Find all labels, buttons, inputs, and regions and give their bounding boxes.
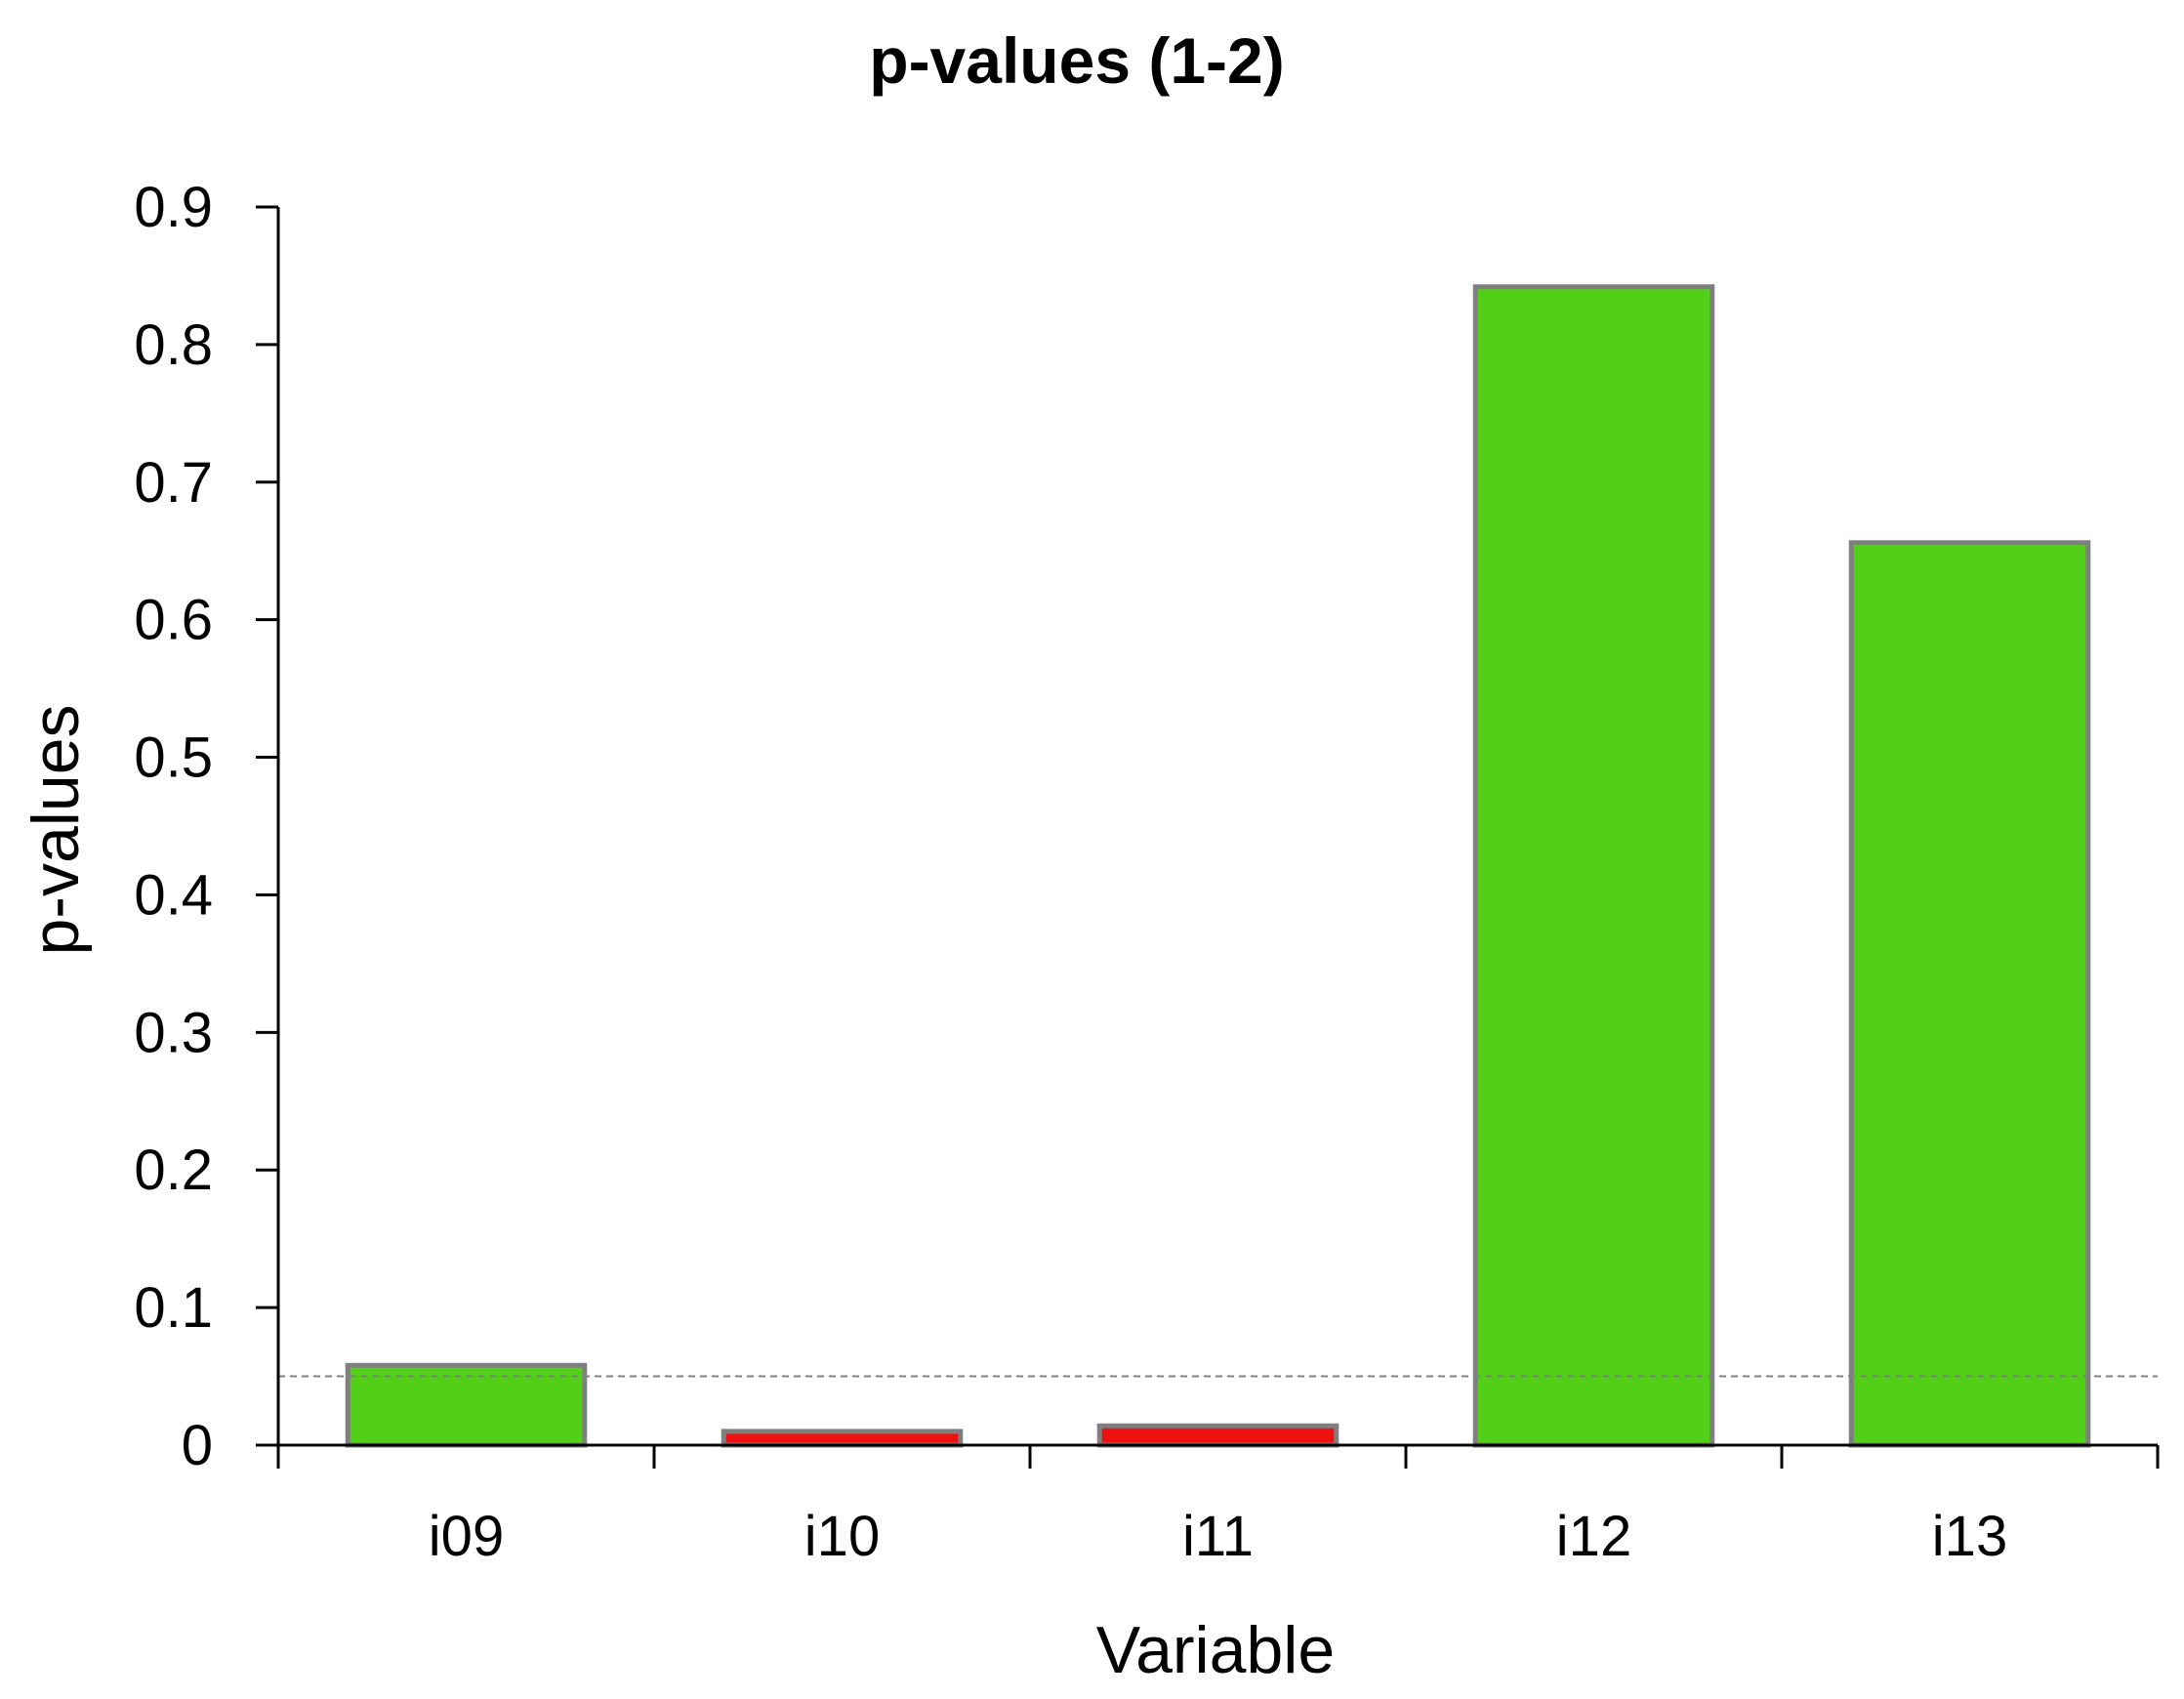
y-tick-label: 0.7	[134, 451, 213, 515]
y-tick-label: 0.1	[134, 1276, 213, 1340]
chart-title: p-values (1-2)	[869, 24, 1284, 97]
bar-i11	[1096, 1423, 1339, 1448]
x-axis-ticks: i09 i10 i11 i12 i13	[276, 1445, 2160, 1568]
x-tick-label: i10	[804, 1505, 880, 1568]
y-axis-title: p-values	[19, 704, 93, 955]
bars	[345, 284, 2091, 1448]
x-tick-label: i13	[1932, 1505, 2007, 1568]
y-tick-label: 0.4	[134, 863, 213, 927]
y-tick-label: 0.8	[134, 313, 213, 377]
x-axis-title: Variable	[1096, 1613, 1335, 1687]
x-tick-label: i11	[1182, 1505, 1254, 1568]
y-tick-label: 0.9	[134, 176, 213, 239]
x-tick-label: i09	[429, 1505, 504, 1568]
y-tick-label: 0.2	[134, 1139, 213, 1202]
y-tick-label: 0.6	[134, 589, 213, 652]
y-axis-ticks: 0 0.1 0.2 0.3 0.4 0.5 0.6 0.7 0.8 0.9	[134, 176, 278, 1477]
y-tick-label: 0.5	[134, 726, 213, 790]
x-tick-label: i12	[1556, 1505, 1631, 1568]
bar-i10	[721, 1429, 964, 1448]
bar-i12	[1472, 284, 1715, 1448]
bar-i13	[1848, 540, 2091, 1448]
y-tick-label: 0.3	[134, 1001, 213, 1064]
y-tick-label: 0	[182, 1414, 213, 1477]
